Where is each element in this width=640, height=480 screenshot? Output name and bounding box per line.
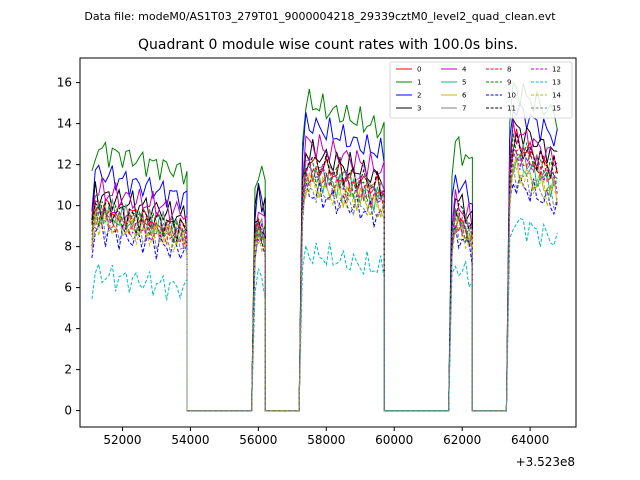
x-tick-label: 58000 (307, 433, 345, 447)
legend-label-4: 4 (462, 66, 467, 74)
legend-label-3: 3 (417, 105, 421, 113)
legend-label-14: 14 (552, 92, 561, 100)
y-tick-label: 16 (57, 76, 72, 90)
legend-label-11: 11 (507, 105, 516, 113)
x-tick-label: 60000 (375, 433, 413, 447)
series-line-14 (91, 162, 558, 412)
series-line-8 (91, 147, 558, 412)
legend-label-7: 7 (462, 105, 466, 113)
legend-label-10: 10 (507, 92, 516, 100)
series-layer (91, 81, 558, 412)
legend-label-1: 1 (417, 79, 421, 87)
x-tick-label: 52000 (103, 433, 141, 447)
legend-label-15: 15 (552, 105, 561, 113)
x-tick-label: 64000 (511, 433, 549, 447)
series-line-13 (91, 217, 558, 412)
y-tick-label: 8 (64, 240, 72, 254)
x-axis-ticks: 52000 54000 56000 58000 60000 62000 64000 (103, 427, 549, 447)
x-offset-label: +3.523e8 (516, 455, 575, 469)
legend-label-9: 9 (507, 79, 511, 87)
plot-frame (79, 57, 577, 428)
x-tick-label: 54000 (171, 433, 209, 447)
legend-label-2: 2 (417, 92, 421, 100)
x-tick-label: 62000 (443, 433, 481, 447)
x-tick-label: 56000 (239, 433, 277, 447)
series-line-6 (91, 156, 558, 412)
y-tick-label: 6 (64, 281, 72, 295)
legend-label-0: 0 (417, 66, 421, 74)
y-axis-ticks: 0 2 4 6 8 10 12 14 16 (57, 76, 80, 418)
legend-label-12: 12 (552, 66, 561, 74)
series-line-1 (91, 81, 558, 412)
y-tick-label: 4 (64, 322, 72, 336)
y-tick-label: 12 (57, 158, 72, 172)
y-tick-label: 14 (57, 117, 72, 131)
legend-label-8: 8 (507, 66, 511, 74)
series-line-2 (91, 102, 558, 412)
series-line-15 (91, 162, 558, 412)
series-line-5 (91, 154, 558, 412)
y-tick-label: 0 (64, 404, 72, 418)
series-line-11 (91, 132, 558, 412)
y-tick-label: 2 (64, 363, 72, 377)
y-tick-label: 10 (57, 199, 72, 213)
legend-label-6: 6 (462, 92, 467, 100)
legend-label-13: 13 (552, 79, 561, 87)
legend-box (389, 61, 573, 119)
chart-suptitle: Data file: modeM0/AS1T03_279T01_90000042… (84, 10, 556, 23)
series-line-10 (91, 175, 558, 412)
chart-title: Quadrant 0 module wise count rates with … (138, 37, 518, 53)
legend-label-5: 5 (462, 79, 466, 87)
